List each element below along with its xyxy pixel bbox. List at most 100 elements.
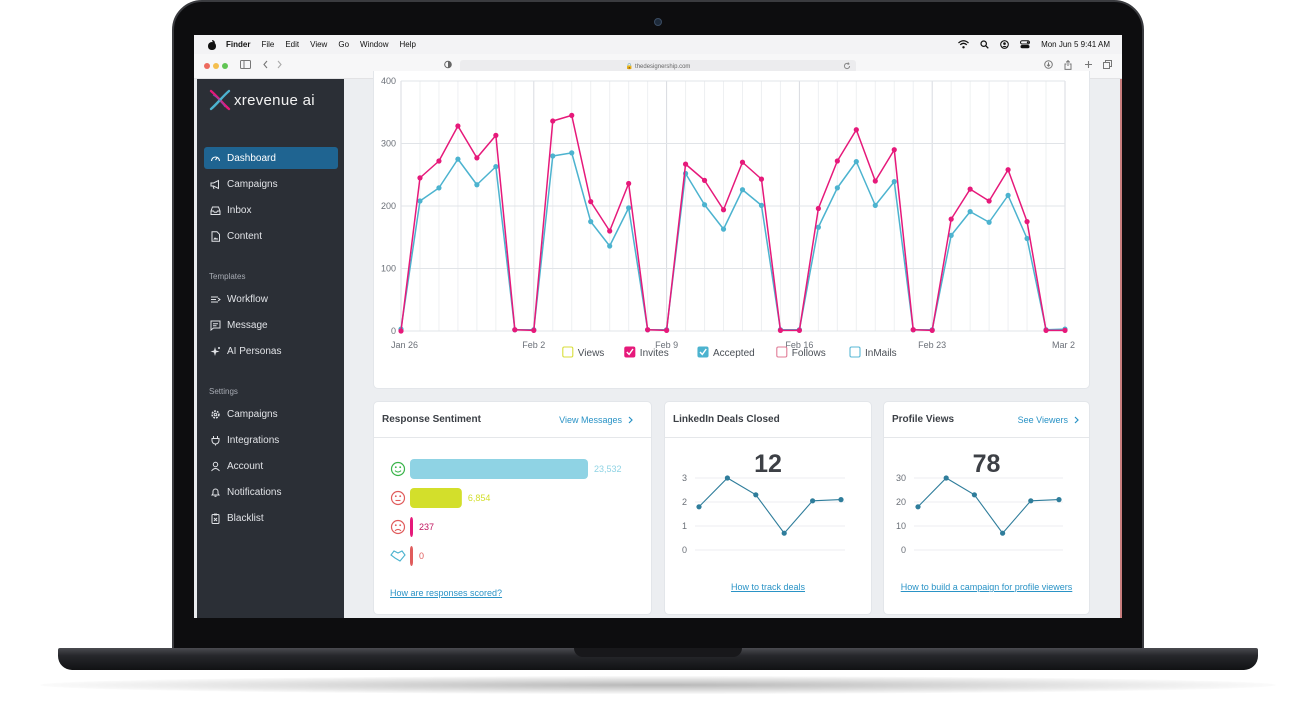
privacy-shield-icon[interactable] [444,60,452,69]
sidebar-item-notifications[interactable]: Notifications [204,481,338,503]
x-tick-label: Mar 2 [1052,340,1075,350]
x-tick-label: Feb 23 [918,340,946,350]
link-label: See Viewers [1017,415,1068,425]
data-point [1028,498,1034,504]
data-point-invites [796,327,802,333]
sentiment-bar [410,488,462,508]
share-icon[interactable] [1064,60,1072,70]
chevron-right-icon [628,416,633,424]
menu-finder[interactable]: Finder [226,40,251,49]
spotlight-search-icon[interactable] [980,40,989,49]
data-point-accepted [720,226,727,232]
reload-icon[interactable] [843,62,851,70]
maximize-window-button[interactable] [222,63,228,69]
sidebar-item-integrations[interactable]: Integrations [204,429,338,451]
data-point [753,492,759,498]
file-image-icon [211,230,220,242]
menu-file[interactable]: File [261,40,275,49]
menu-edit[interactable]: Edit [285,40,300,49]
data-point-invites [739,159,746,165]
profile-viewers-campaign-link[interactable]: How to build a campaign for profile view… [900,582,1073,592]
menu-window[interactable]: Window [360,40,389,49]
minimize-window-button[interactable] [213,63,219,69]
sidebar-item-workflow[interactable]: Workflow [204,288,338,310]
legend-item-views[interactable]: Views [562,346,605,359]
sidebar-item-label: Dashboard [227,152,276,164]
legend-item-inmails[interactable]: InMails [849,346,897,359]
neutral-face-icon [390,490,406,506]
data-point-accepted [739,187,746,193]
handshake-icon [390,550,406,562]
window-edge [1120,79,1122,618]
data-point [781,530,787,536]
tab-overview-icon[interactable] [1103,60,1112,69]
see-viewers-link[interactable]: See Viewers [1018,415,1079,425]
bell-icon [211,488,220,497]
user-account-icon[interactable] [1000,40,1009,49]
sidebar-item-inbox[interactable]: Inbox [204,199,338,221]
sentiment-bar [410,517,413,537]
track-deals-link[interactable]: How to track deals [730,582,806,592]
sidebar-item-label: Message [227,319,268,331]
sentiment-bar [410,546,413,566]
legend-item-follows[interactable]: Follows [776,346,826,359]
camera-dot [654,18,662,26]
menu-go[interactable]: Go [338,40,350,49]
checkmark-icon [626,348,634,356]
menubar-clock[interactable]: Mon Jun 5 9:41 AM [1041,40,1110,49]
data-point-invites [967,186,973,192]
sentiment-value-label: 6,854 [468,493,491,503]
gear-icon [211,409,220,419]
sidebar-item-content[interactable]: Content [204,225,338,247]
data-point-invites [664,327,670,333]
wifi-icon[interactable] [958,40,969,49]
back-icon[interactable] [262,60,269,69]
download-icon[interactable] [1044,60,1053,69]
sidebar-item-account[interactable]: Account [204,455,338,477]
brand-logo[interactable]: xrevenue ai [208,88,315,112]
data-point-accepted [1024,235,1030,242]
sidebar-item-label: Content [227,230,263,242]
sidebar-item-blacklist[interactable]: Blacklist [204,507,338,529]
x-tick-label: Feb 2 [522,340,545,350]
profile-views-card: Profile Views See Viewers 78 010203040 H… [883,401,1090,615]
data-point [943,475,949,481]
sidebar-item-dashboard[interactable]: Dashboard [204,147,338,169]
sidebar-item-campaigns[interactable]: Campaigns [204,173,338,195]
responses-scored-link[interactable]: How are responses scored? [390,588,503,598]
sparkles-icon [210,346,220,356]
sidebar-item-message[interactable]: Message [204,314,338,336]
control-center-icon[interactable] [1020,40,1031,49]
sidebar-item-settings-campaigns[interactable]: Campaigns [204,403,338,425]
response-sentiment-card: Response Sentiment View Messages 23,532 6… [373,401,652,615]
forward-icon[interactable] [276,60,283,69]
data-point [724,475,730,481]
sidebar-toggle-icon[interactable] [240,60,251,69]
brand-name: xrevenue ai [234,91,315,109]
face-outline [390,519,406,535]
data-point-invites [1043,327,1049,333]
legend-item-accepted[interactable]: Accepted [697,346,755,359]
y-tick-label: 1 [682,521,687,531]
trend-line [698,477,842,535]
face-mouth [394,470,402,473]
activity-chart-card: 0 100 200 300 400 Jan 26 Feb 2 Feb 9 Feb 16 Feb 2… [373,71,1090,389]
megaphone-icon [210,179,219,189]
profile-views-line-chart: 010203040 [896,473,1063,555]
address-bar[interactable]: 🔒 thedesignership.com [460,60,856,73]
xrevenue-logo-icon [209,89,231,111]
user-icon [211,461,220,471]
y-tick-label: 0 [901,545,906,555]
new-tab-icon[interactable] [1084,60,1093,69]
data-point [696,504,702,510]
view-messages-link[interactable]: View Messages [559,415,633,425]
legend-checkbox [776,346,788,358]
menu-help[interactable]: Help [399,40,416,49]
sidebar-item-label: Workflow [227,293,268,305]
data-point-invites [891,147,897,153]
legend-item-invites[interactable]: Invites [624,346,669,359]
apple-icon[interactable] [207,39,217,50]
menu-view[interactable]: View [310,40,328,49]
close-window-button[interactable] [204,63,210,69]
sidebar-item-ai-personas[interactable]: AI Personas [204,340,338,362]
